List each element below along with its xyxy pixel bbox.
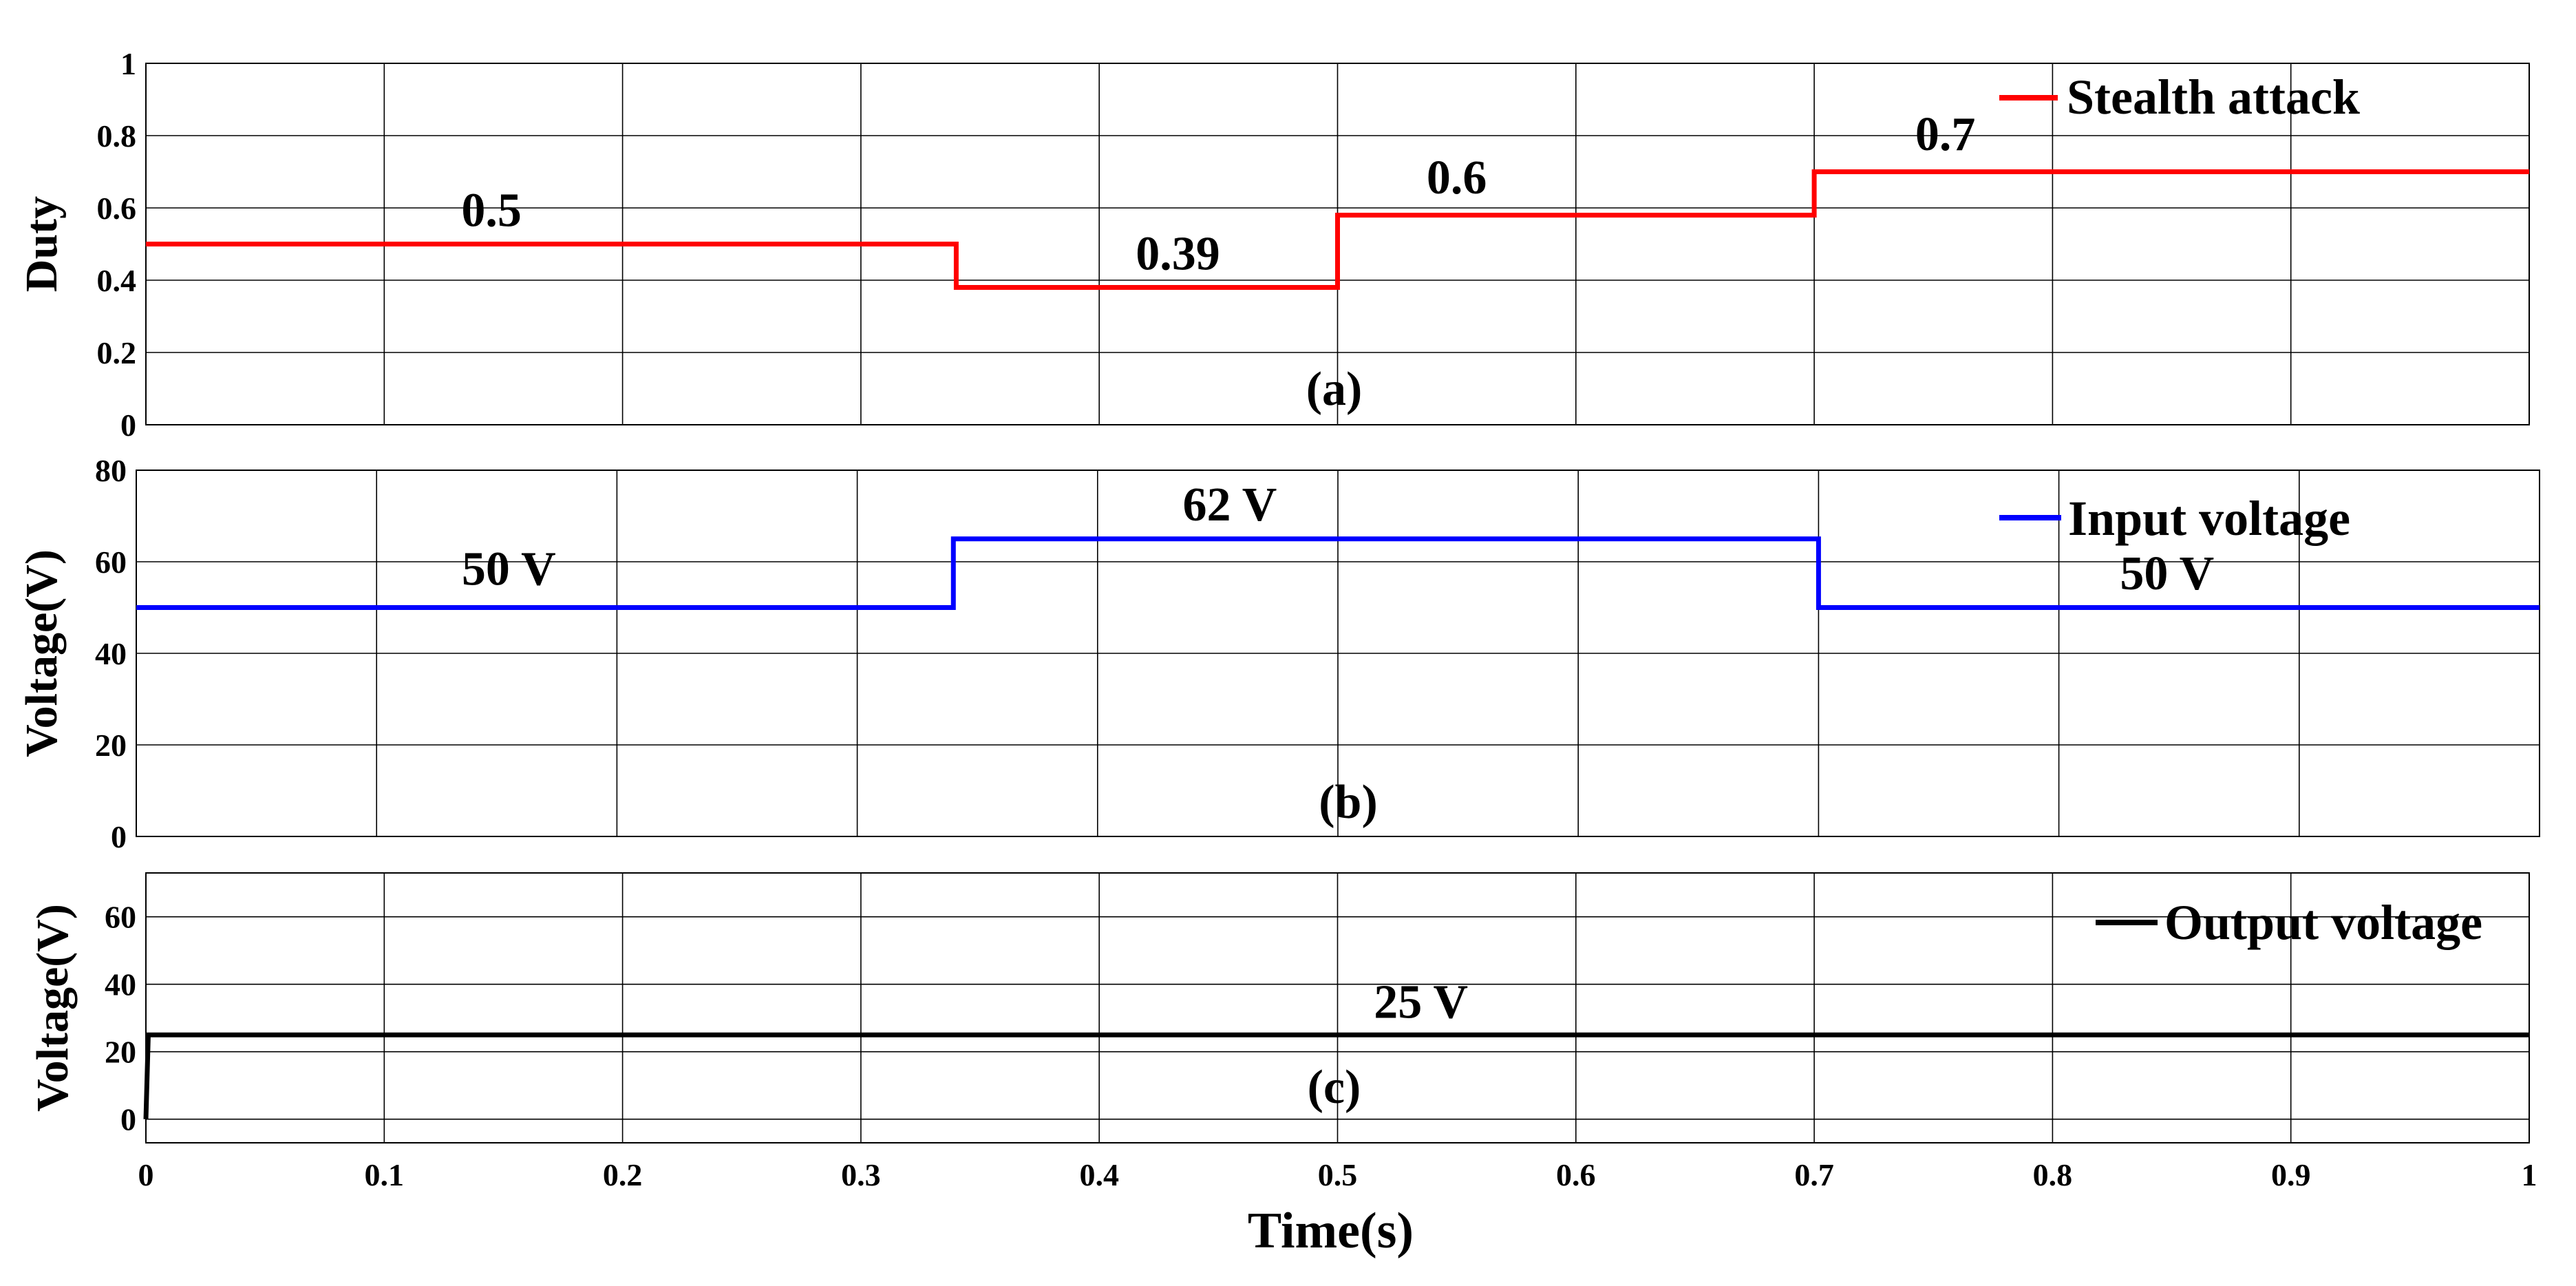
legend-label: Stealth attack — [2067, 70, 2360, 125]
y-axis-label: Voltage(V) — [17, 549, 67, 757]
y-tick-label: 0.6 — [97, 191, 137, 226]
series-line — [143, 1032, 2529, 1119]
y-tick-label: 0.8 — [97, 118, 137, 154]
series-line — [136, 536, 2540, 610]
y-tick-label: 60 — [95, 545, 127, 580]
y-tick-label: 60 — [105, 900, 136, 935]
y-tick-label: 80 — [95, 453, 127, 488]
x-tick-label: 0.1 — [365, 1157, 405, 1192]
x-tick-label: 0.6 — [1556, 1157, 1596, 1192]
data-annotation: 0.7 — [1915, 108, 1976, 161]
x-tick-label: 0.2 — [603, 1157, 643, 1192]
y-tick-label: 0 — [120, 1102, 136, 1137]
x-tick-label: 0.9 — [2271, 1157, 2311, 1192]
y-axis-label: Voltage(V) — [28, 904, 78, 1112]
x-tick-label: 0.7 — [1794, 1157, 1834, 1192]
x-tick-label: 0 — [138, 1157, 154, 1192]
y-tick-label: 0 — [120, 408, 136, 443]
y-tick-label: 20 — [95, 728, 127, 763]
data-annotation: 0.39 — [1136, 227, 1220, 280]
y-tick-label: 40 — [95, 636, 127, 671]
data-annotation: 0.6 — [1427, 151, 1487, 204]
y-axis-label: Duty — [17, 196, 67, 292]
y-tick-label: 0 — [111, 819, 127, 854]
y-tick-label: 0.4 — [97, 263, 137, 298]
panel-label: (c) — [1308, 1061, 1361, 1114]
x-tick-label: 0.3 — [841, 1157, 881, 1192]
legend-label: Output voltage — [2164, 895, 2482, 950]
data-annotation: 25 V — [1374, 976, 1468, 1029]
panel-label: (b) — [1319, 776, 1378, 829]
data-annotation: 62 V — [1182, 478, 1277, 531]
x-tick-label: 0.5 — [1318, 1157, 1358, 1192]
x-axis-label: Time(s) — [1248, 1203, 1414, 1259]
data-annotation: 50 V — [462, 542, 556, 595]
y-tick-label: 0.2 — [97, 335, 137, 370]
legend-label: Input voltage — [2068, 491, 2350, 546]
panel-3: 0 20 40 60 0 0.1 0.2 0.3 0.4 0.5 0.6 0.7 0.8 0.9 1 Volt… — [28, 872, 2537, 1259]
panel-1: 0 0.2 0.4 0.6 0.8 1 Duty Stealth attack 0.5 0.39 0… — [17, 46, 2530, 443]
x-tick-label: 0.4 — [1079, 1157, 1119, 1192]
data-annotation: 0.5 — [461, 184, 522, 237]
y-tick-label: 40 — [105, 967, 136, 1002]
y-tick-label: 1 — [120, 46, 136, 81]
series-line — [146, 169, 2529, 290]
x-tick-label: 1 — [2522, 1157, 2537, 1192]
data-annotation: 50 V — [2120, 547, 2214, 600]
y-tick-label: 20 — [105, 1035, 136, 1070]
panel-label: (a) — [1306, 363, 1363, 416]
x-tick-label: 0.8 — [2033, 1157, 2073, 1192]
